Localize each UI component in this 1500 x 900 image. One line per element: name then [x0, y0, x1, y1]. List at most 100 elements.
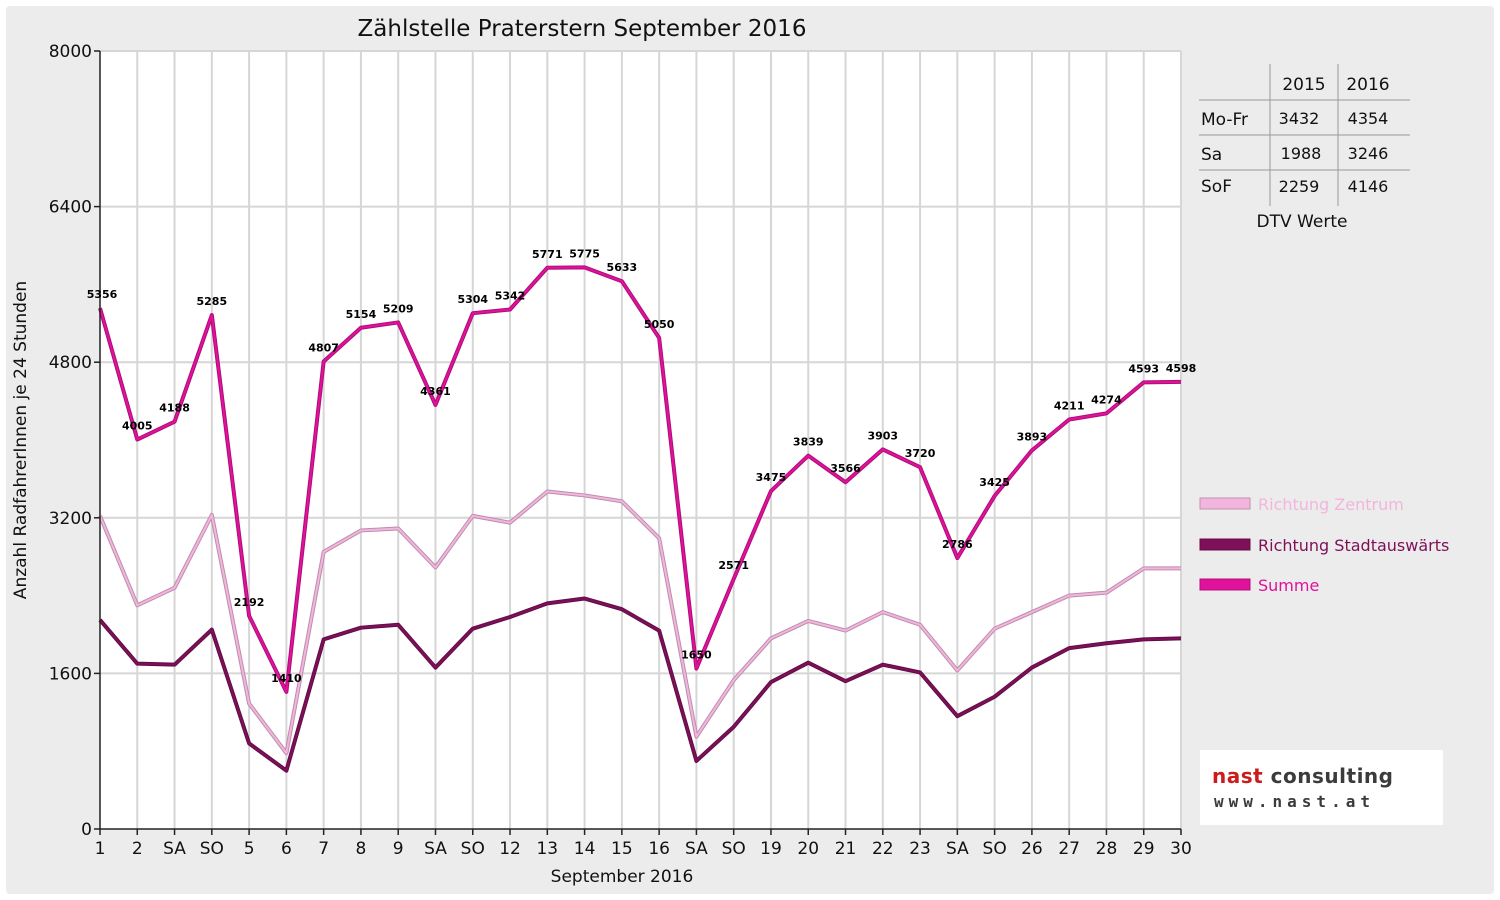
x-tick-label: 5	[244, 839, 255, 859]
data-label: 4598	[1166, 362, 1197, 375]
data-label: 4005	[122, 420, 153, 433]
legend: Richtung Zentrum Richtung Stadtauswärts Su…	[1199, 495, 1449, 595]
x-axis-label: September 2016	[551, 867, 694, 887]
data-label: 3839	[793, 436, 824, 449]
dtv-cell: 3432	[1279, 109, 1320, 128]
x-tick-label: SA	[946, 839, 969, 859]
data-label: 5050	[644, 318, 675, 331]
series-line-2	[99, 266, 1182, 693]
dtv-table: 2015 2016 Mo-Fr 3432 4354 Sa 1988 3246 S…	[1199, 64, 1410, 232]
dtv-row-label: Mo-Fr	[1201, 110, 1248, 130]
dtv-cell: 4354	[1348, 109, 1389, 128]
y-tick-label: 6400	[49, 198, 92, 218]
x-tick-label: 9	[393, 839, 404, 859]
y-axis-label: Anzahl RadfahrerInnen je 24 Stunden	[11, 281, 31, 599]
dtv-caption: DTV Werte	[1257, 212, 1348, 232]
data-label: 4188	[159, 402, 190, 415]
data-label: 5209	[383, 302, 414, 315]
legend-swatch	[1199, 538, 1251, 551]
data-label: 2571	[718, 559, 749, 572]
x-tick-label: 21	[835, 839, 857, 859]
x-tick-label: 2	[132, 839, 143, 859]
data-label: 5633	[607, 261, 638, 274]
x-tick-label: 13	[536, 839, 558, 859]
x-tick-label: 12	[499, 839, 521, 859]
dtv-cell: 2259	[1279, 177, 1320, 196]
y-tick-label: 1600	[49, 664, 92, 684]
data-label: 2786	[942, 538, 973, 551]
data-label: 1650	[681, 649, 712, 662]
x-tick-label: SA	[163, 839, 186, 859]
x-tick-label: 7	[318, 839, 329, 859]
dtv-header-2015: 2015	[1282, 75, 1325, 95]
x-tick-label: 19	[760, 839, 782, 859]
data-label: 4274	[1091, 393, 1122, 406]
legend-swatch	[1199, 578, 1251, 591]
y-tick-label: 0	[81, 820, 92, 840]
x-ticks: 1 2 SA SO 5 6 7 8 9 SA SO 12 13 14 15 16 SA SO 19 20 21 22 23 S…	[95, 829, 1192, 859]
data-label: 3566	[830, 462, 861, 475]
x-tick-label: 6	[281, 839, 292, 859]
logo-word-consulting: consulting	[1270, 764, 1394, 788]
x-tick-label: 20	[797, 839, 819, 859]
data-label: 2192	[234, 596, 265, 609]
x-tick-label: 15	[611, 839, 633, 859]
dtv-cell: 4146	[1348, 177, 1389, 196]
x-tick-label: 29	[1133, 839, 1155, 859]
data-label: 3425	[979, 476, 1010, 489]
x-tick-label: 8	[356, 839, 367, 859]
plot-area	[100, 51, 1181, 829]
data-label: 5285	[197, 295, 228, 308]
x-tick-label: SA	[424, 839, 447, 859]
x-tick-label: 30	[1170, 839, 1192, 859]
data-label: 3475	[756, 471, 787, 484]
x-tick-label: 1	[95, 839, 106, 859]
data-label: 4211	[1054, 399, 1085, 412]
series-line-1	[99, 597, 1182, 772]
x-tick-label: SO	[461, 839, 485, 859]
y-tick-label: 8000	[49, 42, 92, 62]
data-label: 4807	[308, 342, 339, 355]
dtv-header-2016: 2016	[1346, 75, 1389, 95]
logo-wordmark: nast consulting	[1212, 764, 1393, 788]
x-tick-label: SO	[200, 839, 224, 859]
y-ticks: 0 1600 3200 4800 6400 8000	[49, 42, 100, 840]
dtv-row-label: Sa	[1201, 145, 1222, 165]
data-label: 5342	[495, 289, 526, 302]
data-label: 4361	[420, 385, 451, 398]
y-tick-label: 3200	[49, 509, 92, 529]
logo-url: www.nast.at	[1214, 792, 1375, 811]
logo-word-nast: nast	[1212, 764, 1264, 788]
data-label: 5154	[346, 308, 377, 321]
legend-label: Richtung Zentrum	[1258, 495, 1404, 514]
series-lines	[98, 265, 1182, 773]
grid	[100, 50, 1182, 829]
dtv-cell: 1988	[1281, 144, 1322, 163]
dtv-cell: 3246	[1348, 144, 1389, 163]
data-label: 3893	[1017, 430, 1048, 443]
x-tick-label: 27	[1058, 839, 1080, 859]
legend-label: Richtung Stadtauswärts	[1258, 536, 1449, 555]
data-labels: 5356 4005 4188 5285 2192 1410 4807 5154 5209 4361…	[87, 247, 1197, 684]
x-tick-label: SO	[722, 839, 746, 859]
x-tick-label: 22	[872, 839, 894, 859]
data-label: 5775	[569, 247, 600, 260]
data-label: 5304	[457, 293, 488, 306]
x-tick-label: 23	[909, 839, 931, 859]
data-label: 4593	[1128, 362, 1159, 375]
legend-label: Summe	[1258, 576, 1319, 595]
dtv-row-label: SoF	[1201, 177, 1232, 197]
x-tick-label: SO	[983, 839, 1007, 859]
data-label: 3720	[905, 447, 936, 460]
legend-swatch	[1199, 497, 1251, 510]
data-label: 1410	[271, 672, 302, 685]
x-tick-label: 26	[1021, 839, 1043, 859]
chart-title: Zählstelle Praterstern September 2016	[358, 16, 807, 42]
x-tick-label: 16	[648, 839, 670, 859]
series-line-0	[99, 490, 1181, 755]
data-label: 3903	[867, 429, 898, 442]
x-tick-label: 14	[574, 839, 596, 859]
data-label: 5771	[532, 248, 563, 261]
x-tick-label: 28	[1096, 839, 1118, 859]
